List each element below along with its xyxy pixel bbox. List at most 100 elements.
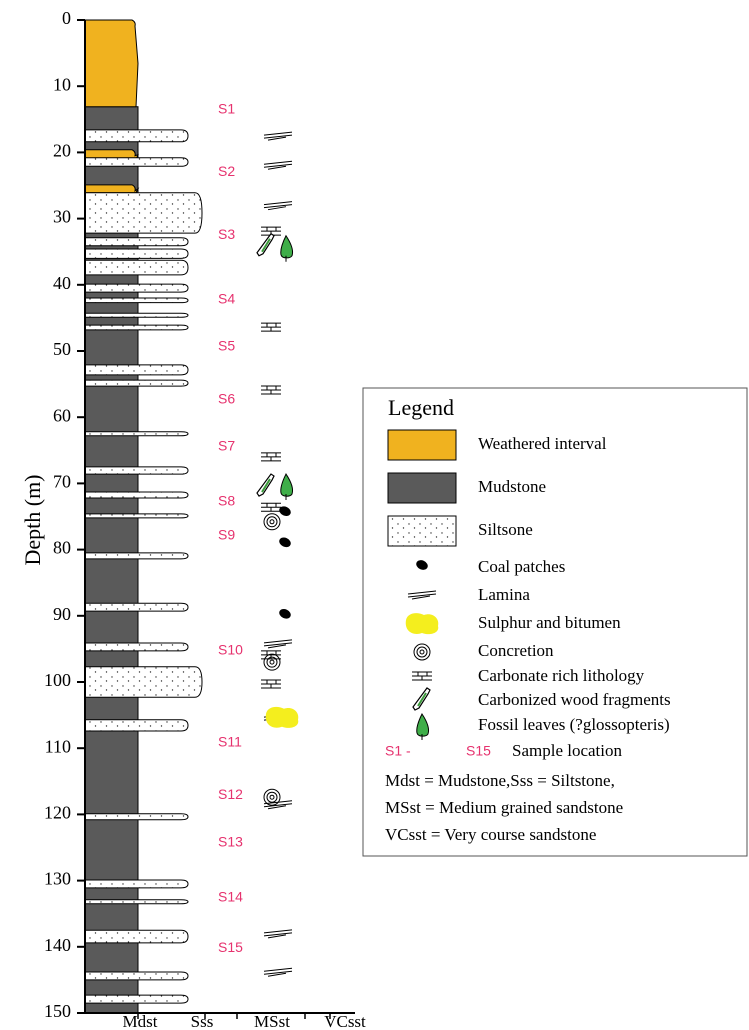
y-tick-label: 90: [53, 604, 71, 624]
axes: Depth (m) 010203040506070809010011012013…: [20, 8, 366, 1030]
sample-label: S6: [218, 391, 235, 407]
siltstone: [85, 930, 188, 943]
siltstone: [85, 284, 188, 292]
y-tick-label: 40: [53, 273, 71, 293]
siltstone: [85, 492, 188, 498]
carbonate-symbol: [261, 386, 281, 394]
siltstone: [85, 900, 188, 904]
x-tick-label: Sss: [191, 1012, 214, 1030]
lamina-symbol: [264, 132, 292, 140]
coal-symbol: [278, 505, 293, 518]
wood-symbol: [257, 474, 274, 496]
x-tick-label: VCsst: [324, 1012, 366, 1030]
sample-label: S14: [218, 889, 243, 905]
concretion-symbol: [264, 514, 280, 530]
siltstone: [85, 298, 188, 303]
siltstone: [85, 238, 188, 246]
siltstone: [85, 995, 188, 1003]
y-tick-label: 50: [53, 339, 71, 359]
y-tick-label: 150: [44, 1001, 71, 1021]
log-column: [85, 20, 202, 1013]
y-tick-label: 100: [44, 670, 71, 690]
legend-label: Siltsone: [478, 520, 533, 539]
concretion-symbol: [264, 654, 280, 670]
y-tick-label: 110: [45, 736, 71, 756]
legend-symbol: [406, 613, 439, 634]
y-tick-label: 130: [44, 869, 71, 889]
y-tick-label: 10: [53, 74, 71, 94]
legend: Legend Weathered interval Mudstone Silts…: [363, 388, 747, 856]
siltstone: [85, 365, 188, 375]
legend-label: Sample location: [512, 741, 623, 760]
y-tick-label: 80: [53, 538, 71, 558]
legend-label: Carbonized wood fragments: [478, 690, 671, 709]
y-tick-label: 60: [53, 405, 71, 425]
lamina-symbol: [264, 968, 292, 976]
legend-note: Mdst = Mudstone,Sss = Siltstone,: [385, 771, 615, 790]
leaves-symbol: [281, 236, 293, 262]
x-tick-label: Mdst: [123, 1012, 158, 1030]
siltstone: [85, 603, 188, 611]
legend-sample-to: S15: [466, 743, 491, 759]
siltstone: [85, 380, 188, 386]
legend-sample-from: S1 -: [385, 743, 411, 759]
lamina-symbol: [264, 202, 292, 210]
siltstone: [85, 260, 188, 275]
sample-label: S2: [218, 163, 235, 179]
lamina-symbol: [264, 930, 292, 938]
siltstone: [85, 643, 188, 651]
siltstone: [85, 325, 188, 330]
siltstone: [85, 130, 188, 142]
y-tick-label: 30: [53, 207, 71, 227]
sample-label: S7: [218, 438, 235, 454]
axis-label: Depth (m): [20, 474, 45, 565]
legend-title: Legend: [388, 395, 454, 420]
siltstone: [85, 193, 202, 233]
legend-label: Carbonate rich lithology: [478, 666, 645, 685]
legend-label: Fossil leaves (?glossopteris): [478, 715, 670, 734]
siltstone: [85, 249, 188, 258]
leaves-symbol: [281, 474, 293, 500]
legend-label: Sulphur and bitumen: [478, 613, 621, 632]
carbonate-symbol: [261, 680, 281, 688]
siltstone: [85, 432, 188, 436]
siltstone: [85, 880, 188, 888]
siltstone: [85, 972, 188, 980]
legend-label: Weathered interval: [478, 434, 607, 453]
coal-symbol: [278, 536, 293, 549]
legend-label: Coal patches: [478, 557, 565, 576]
sample-label: S9: [218, 526, 235, 542]
y-tick-label: 70: [53, 472, 71, 492]
sample-label: S11: [218, 734, 242, 750]
log-diagram: S1S2S3S4S5S6S7S8S9S10S11S12S13S14S15 Dep…: [0, 0, 749, 1030]
y-tick-label: 120: [44, 803, 71, 823]
legend-swatch: [388, 430, 456, 460]
legend-swatch: [388, 516, 456, 546]
wood-symbol: [257, 234, 274, 256]
siltstone: [85, 814, 188, 820]
y-tick-label: 20: [53, 141, 71, 161]
sample-label: S13: [218, 834, 243, 850]
siltstone: [85, 467, 188, 474]
carbonate-symbol: [261, 453, 281, 461]
sample-label: S1: [218, 101, 235, 117]
siltstone: [85, 553, 188, 559]
legend-note: MSst = Medium grained sandstone: [385, 798, 623, 817]
siltstone: [85, 667, 202, 697]
siltstone: [85, 720, 188, 731]
lamina-symbol: [264, 640, 292, 648]
siltstone: [85, 514, 188, 518]
coal-symbol: [278, 607, 293, 620]
weathered: [85, 185, 138, 193]
sample-label: S10: [218, 642, 243, 658]
sample-label: S12: [218, 786, 243, 802]
sample-label: S8: [218, 493, 235, 509]
carbonate-symbol: [261, 323, 281, 331]
carbonate-symbol: [261, 503, 281, 511]
legend-swatch: [388, 473, 456, 503]
legend-label: Concretion: [478, 641, 554, 660]
x-tick-label: MSst: [254, 1012, 290, 1030]
weathered: [85, 20, 138, 107]
siltstone: [85, 313, 188, 317]
sample-label: S3: [218, 226, 235, 242]
